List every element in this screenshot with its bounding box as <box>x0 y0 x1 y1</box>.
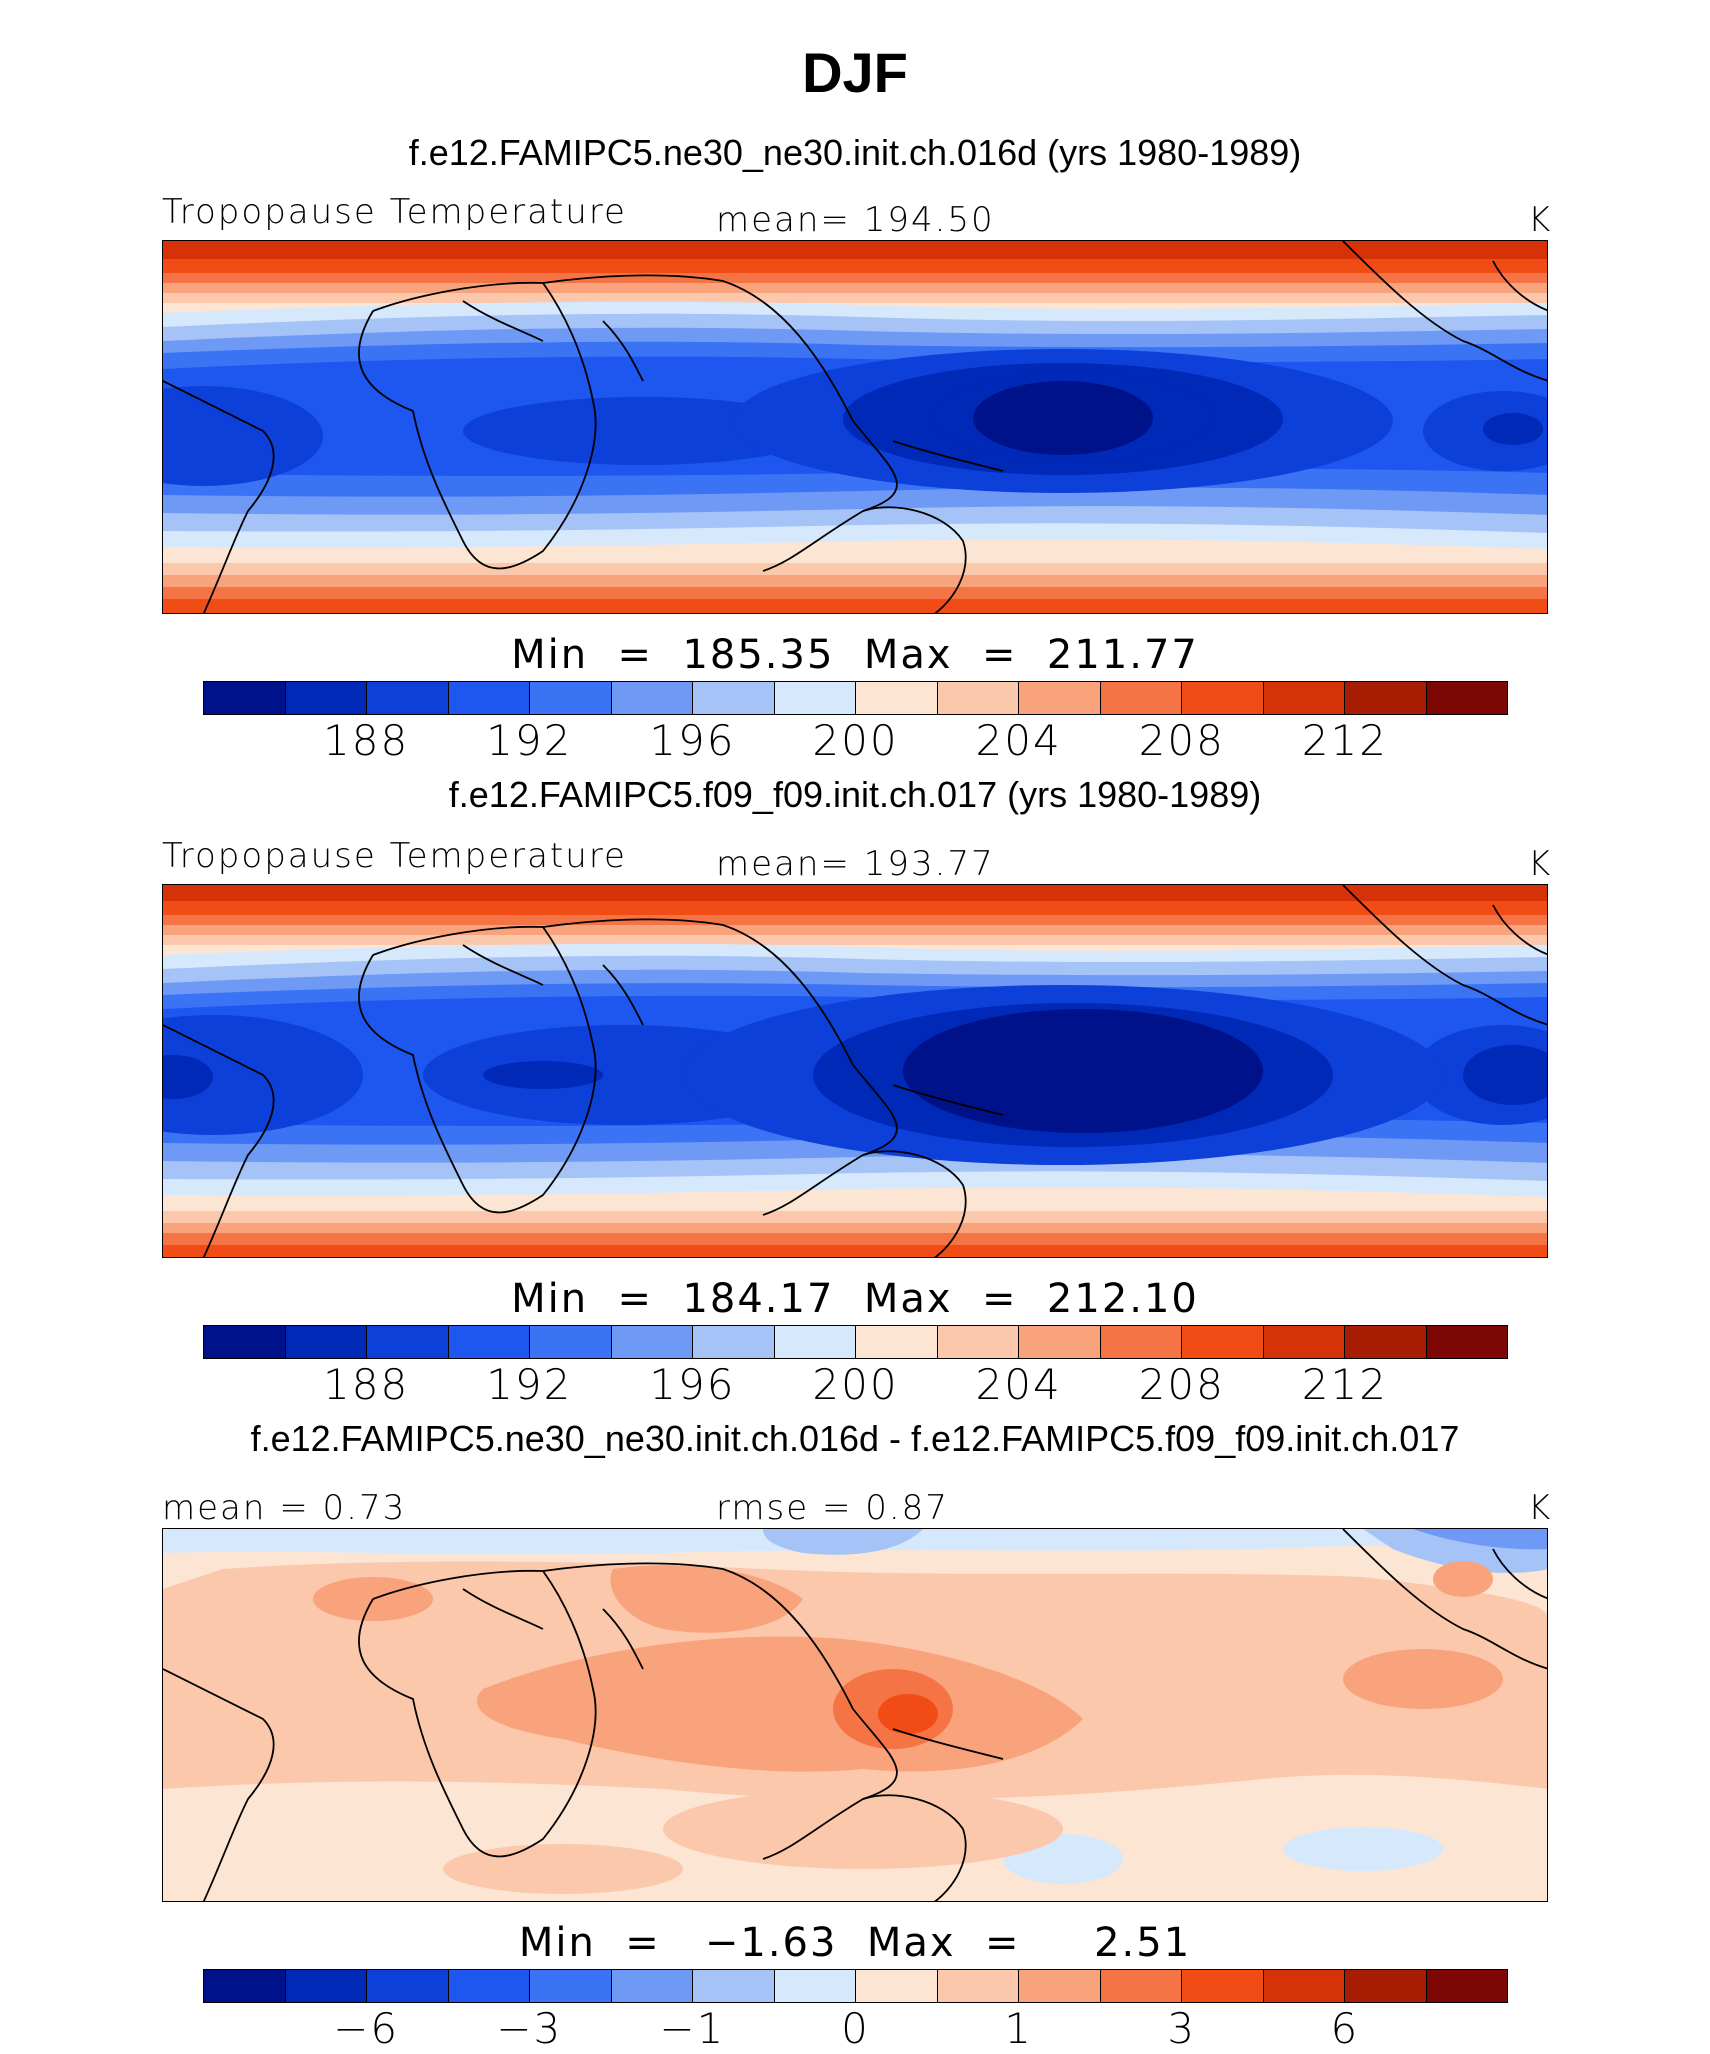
panel-3-colorbar-ticks: −6 −3 −1 0 1 3 6 <box>203 2004 1508 2054</box>
panel-2-map <box>162 884 1548 1258</box>
colorbar-segment <box>693 682 775 714</box>
panel-2-min-max: Min = 184.17 Max = 212.10 <box>511 1276 1199 1322</box>
colorbar-segment <box>285 1970 367 2002</box>
colorbar-tick-label: 200 <box>812 1360 899 1409</box>
colorbar-tick-label: −3 <box>496 2004 563 2053</box>
colorbar-tick-label: 196 <box>649 1360 736 1409</box>
colorbar-tick-label: 208 <box>1138 1360 1225 1409</box>
panel-3-units: K <box>1528 1488 1553 1528</box>
colorbar-tick-label: 208 <box>1138 716 1225 765</box>
colorbar-segment <box>204 682 286 714</box>
panel-1-units: K <box>1528 200 1553 240</box>
colorbar-segment <box>285 682 367 714</box>
colorbar-segment <box>448 1970 530 2002</box>
colorbar-segment <box>856 682 938 714</box>
panel-1-min-max: Min = 185.35 Max = 211.77 <box>511 632 1199 678</box>
panel-3-rmse-label: rmse = 0.87 <box>716 1488 949 1528</box>
colorbar-tick-label: 212 <box>1301 716 1388 765</box>
colorbar-segment <box>1345 1970 1427 2002</box>
colorbar-segment <box>693 1970 775 2002</box>
panel-2-case-title: f.e12.FAMIPC5.f09_f09.init.ch.017 (yrs 1… <box>448 774 1262 815</box>
colorbar-tick-label: 1 <box>1004 2004 1033 2053</box>
colorbar-segment <box>1263 1970 1345 2002</box>
panel-2-units: K <box>1528 844 1553 884</box>
colorbar-segment <box>1345 682 1427 714</box>
colorbar-segment <box>1426 682 1507 714</box>
colorbar-segment <box>1263 1326 1345 1358</box>
colorbar-segment <box>1426 1970 1507 2002</box>
colorbar-segment <box>856 1970 938 2002</box>
colorbar-segment <box>530 682 612 714</box>
panel-3-case-title: f.e12.FAMIPC5.ne30_ne30.init.ch.016d - f… <box>250 1418 1460 1459</box>
panel-3-map <box>162 1528 1548 1902</box>
panel-1-colorbar-ticks: 188 192 196 200 204 208 212 <box>203 716 1508 766</box>
colorbar-tick-label: 6 <box>1330 2004 1360 2053</box>
colorbar-segment <box>448 682 530 714</box>
colorbar-segment <box>1019 682 1101 714</box>
colorbar-segment <box>611 682 693 714</box>
colorbar-tick-label: 3 <box>1167 2004 1197 2053</box>
panel-2-colorbar-ticks: 188 192 196 200 204 208 212 <box>203 1360 1508 1410</box>
colorbar-segment <box>530 1970 612 2002</box>
colorbar-segment <box>367 1326 449 1358</box>
colorbar-segment <box>611 1326 693 1358</box>
colorbar-segment <box>530 1326 612 1358</box>
colorbar-segment <box>937 682 1019 714</box>
colorbar-tick-label: −1 <box>659 2004 726 2053</box>
colorbar-segment <box>1100 1326 1182 1358</box>
colorbar-segment <box>1182 1326 1264 1358</box>
panel-1-mean-label: mean= 194.50 <box>716 200 995 240</box>
colorbar-segment <box>937 1970 1019 2002</box>
colorbar-segment <box>1182 682 1264 714</box>
colorbar-tick-label: 192 <box>486 1360 573 1409</box>
panel-3-mean-label: mean = 0.73 <box>162 1488 407 1528</box>
colorbar-segment <box>204 1970 286 2002</box>
colorbar-segment <box>1100 682 1182 714</box>
colorbar-tick-label: 196 <box>649 716 736 765</box>
colorbar-tick-label: 212 <box>1301 1360 1388 1409</box>
colorbar-segment <box>1019 1970 1101 2002</box>
colorbar-tick-label: 188 <box>323 1360 410 1409</box>
panel-2-contour-field <box>163 885 1547 1257</box>
colorbar-tick-label: 192 <box>486 716 573 765</box>
colorbar-tick-label: −6 <box>333 2004 400 2053</box>
colorbar-segment <box>1263 682 1345 714</box>
colorbar-tick-label: 204 <box>975 716 1062 765</box>
panel-3-min-max: Min = −1.63 Max = 2.51 <box>518 1920 1192 1966</box>
colorbar-segment <box>774 1970 856 2002</box>
panel-1-map <box>162 240 1548 614</box>
panel-2-colorbar <box>203 1325 1508 1359</box>
panel-3-colorbar <box>203 1969 1508 2003</box>
colorbar-segment <box>774 1326 856 1358</box>
figure-title: DJF <box>802 41 908 104</box>
colorbar-segment <box>1182 1970 1264 2002</box>
colorbar-tick-label: 204 <box>975 1360 1062 1409</box>
colorbar-segment <box>1100 1970 1182 2002</box>
colorbar-tick-label: 0 <box>841 2004 870 2053</box>
panel-1-colorbar <box>203 681 1508 715</box>
colorbar-segment <box>1426 1326 1507 1358</box>
colorbar-segment <box>856 1326 938 1358</box>
panel-1-contour-field <box>163 241 1547 613</box>
colorbar-tick-label: 188 <box>323 716 410 765</box>
colorbar-segment <box>204 1326 286 1358</box>
colorbar-segment <box>285 1326 367 1358</box>
colorbar-segment <box>448 1326 530 1358</box>
colorbar-segment <box>1345 1326 1427 1358</box>
panel-1-variable-label: Tropopause Temperature <box>162 192 627 232</box>
panel-1-case-title: f.e12.FAMIPC5.ne30_ne30.init.ch.016d (yr… <box>408 132 1302 173</box>
colorbar-tick-label: 200 <box>812 716 899 765</box>
colorbar-segment <box>1019 1326 1101 1358</box>
panel-3-contour-field <box>163 1529 1547 1901</box>
colorbar-segment <box>611 1970 693 2002</box>
colorbar-segment <box>693 1326 775 1358</box>
colorbar-segment <box>774 682 856 714</box>
colorbar-segment <box>367 1970 449 2002</box>
panel-2-mean-label: mean= 193.77 <box>716 844 995 884</box>
panel-2-variable-label: Tropopause Temperature <box>162 836 627 876</box>
colorbar-segment <box>937 1326 1019 1358</box>
colorbar-segment <box>367 682 449 714</box>
